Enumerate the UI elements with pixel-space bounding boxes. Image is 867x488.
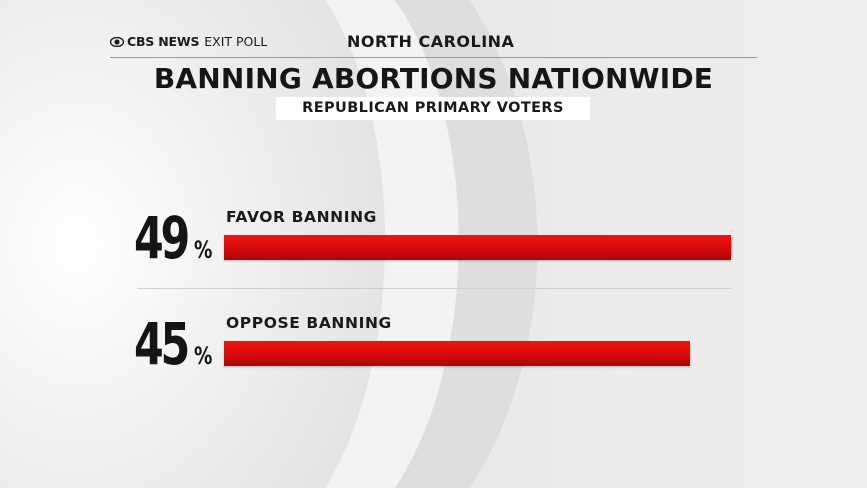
value-label-oppose: 45% <box>134 314 222 374</box>
bar-favor <box>224 235 731 260</box>
percent-sign-oppose: % <box>194 342 213 370</box>
value-number-oppose: 45 <box>134 310 190 378</box>
cbs-news-exit-poll-logo: CBS NEWS EXIT POLL <box>110 34 267 49</box>
value-number-favor: 49 <box>134 204 190 272</box>
row-divider <box>137 288 731 289</box>
brand-suffix: EXIT POLL <box>204 34 268 49</box>
chart-subtitle: REPUBLICAN PRIMARY VOTERS <box>276 97 590 120</box>
value-label-favor: 49% <box>134 208 222 268</box>
category-label-oppose: OPPOSE BANNING <box>226 314 392 332</box>
cbs-eye-icon <box>110 36 124 47</box>
category-label-favor: FAVOR BANNING <box>226 208 378 226</box>
state-label: NORTH CAROLINA <box>347 32 515 51</box>
brand-logo-text: CBS NEWS <box>127 34 200 49</box>
bar-row-favor: 49% FAVOR BANNING <box>0 200 867 280</box>
percent-sign-favor: % <box>194 236 213 264</box>
bar-oppose <box>224 341 690 366</box>
bar-row-oppose: 45% OPPOSE BANNING <box>0 306 867 386</box>
chart-title: BANNING ABORTIONS NATIONWIDE <box>153 62 714 95</box>
header-bar: CBS NEWS EXIT POLL NORTH CAROLINA <box>110 32 757 58</box>
